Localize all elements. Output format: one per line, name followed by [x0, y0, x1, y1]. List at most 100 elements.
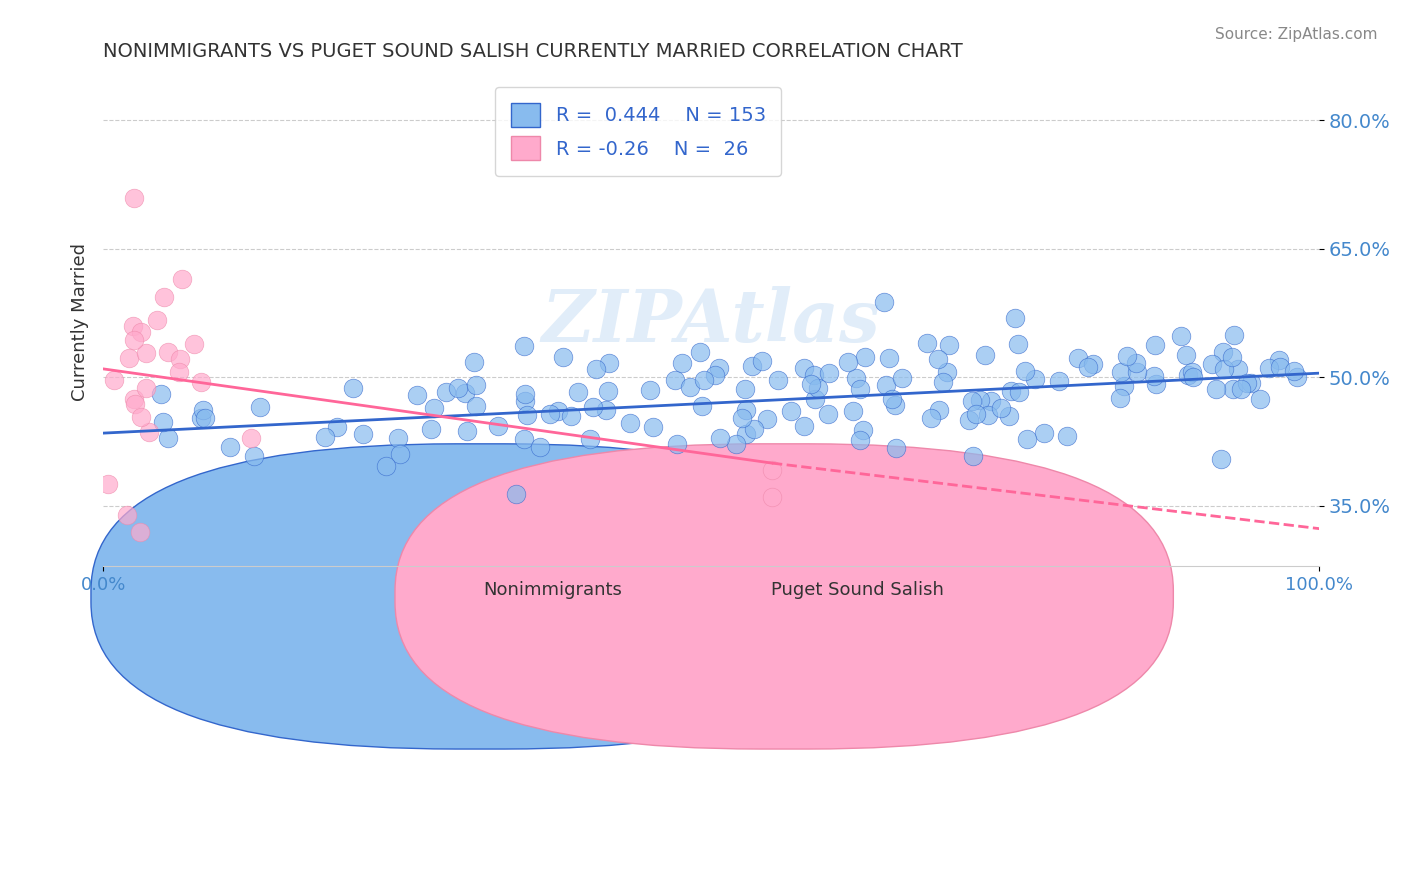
Point	[818, 367, 841, 381]
Point	[891, 371, 914, 385]
Point	[122, 319, 145, 334]
Point	[405, 388, 427, 402]
Point	[709, 431, 731, 445]
Point	[1047, 374, 1070, 388]
Point	[169, 352, 191, 367]
Point	[1174, 348, 1197, 362]
Point	[551, 350, 574, 364]
Point	[516, 408, 538, 422]
Point	[1201, 357, 1223, 371]
Point	[1249, 392, 1271, 406]
Point	[242, 449, 264, 463]
Point	[1015, 433, 1038, 447]
Point	[150, 387, 173, 401]
Point	[538, 408, 561, 422]
Point	[1077, 360, 1099, 375]
Point	[920, 411, 942, 425]
Point	[666, 437, 689, 451]
Point	[1236, 376, 1258, 391]
Point	[1212, 361, 1234, 376]
Point	[194, 411, 217, 425]
Point	[239, 431, 262, 445]
Point	[1230, 383, 1253, 397]
Point	[465, 399, 488, 413]
Point	[973, 348, 995, 362]
Point	[761, 491, 783, 505]
Point	[314, 430, 336, 444]
Point	[936, 365, 959, 379]
Point	[884, 398, 907, 412]
Point	[1143, 369, 1166, 384]
Point	[103, 373, 125, 387]
Point	[1177, 368, 1199, 382]
Point	[167, 365, 190, 379]
Point	[122, 392, 145, 406]
Point	[693, 373, 716, 387]
Point	[735, 427, 758, 442]
Point	[1115, 349, 1137, 363]
Point	[1125, 356, 1147, 370]
Point	[486, 418, 509, 433]
Point	[849, 382, 872, 396]
Legend: R =  0.444    N = 153, R = -0.26    N =  26: R = 0.444 N = 153, R = -0.26 N = 26	[495, 87, 782, 176]
Point	[880, 392, 903, 406]
Point	[689, 345, 711, 359]
Point	[664, 373, 686, 387]
Point	[1180, 365, 1202, 379]
Point	[679, 380, 702, 394]
Point	[1004, 311, 1026, 326]
Point	[793, 360, 815, 375]
Point	[990, 401, 1012, 415]
Point	[434, 384, 457, 399]
Point	[969, 392, 991, 407]
Point	[1007, 337, 1029, 351]
Point	[1144, 376, 1167, 391]
Point	[837, 355, 859, 369]
Text: Puget Sound Salish: Puget Sound Salish	[770, 582, 943, 599]
Point	[513, 394, 536, 409]
Point	[420, 422, 443, 436]
Point	[1008, 385, 1031, 400]
Point	[157, 431, 180, 445]
Point	[389, 448, 412, 462]
Point	[1170, 328, 1192, 343]
Point	[965, 407, 987, 421]
Point	[768, 373, 790, 387]
Point	[873, 294, 896, 309]
Point	[1223, 328, 1246, 343]
Point	[1182, 370, 1205, 384]
Point	[1220, 350, 1243, 364]
Point	[1109, 365, 1132, 379]
Point	[172, 272, 194, 286]
Point	[780, 404, 803, 418]
Point	[183, 337, 205, 351]
Point	[915, 335, 938, 350]
Point	[529, 440, 551, 454]
Point	[375, 458, 398, 473]
Point	[1222, 382, 1244, 396]
Point	[671, 356, 693, 370]
Point	[709, 361, 731, 376]
Point	[619, 417, 641, 431]
Point	[1032, 425, 1054, 440]
Point	[190, 375, 212, 389]
Point	[938, 338, 960, 352]
Point	[598, 356, 620, 370]
Point	[1205, 383, 1227, 397]
Point	[156, 345, 179, 359]
Point	[579, 432, 602, 446]
Point	[976, 408, 998, 422]
Point	[761, 463, 783, 477]
Point	[1268, 352, 1291, 367]
Point	[886, 441, 908, 455]
Point	[512, 432, 534, 446]
Point	[852, 423, 875, 437]
FancyBboxPatch shape	[91, 444, 869, 749]
Point	[817, 407, 839, 421]
Point	[124, 397, 146, 411]
Point	[118, 351, 141, 366]
Point	[962, 394, 984, 409]
Point	[342, 380, 364, 394]
Point	[1268, 360, 1291, 375]
Point	[1112, 379, 1135, 393]
